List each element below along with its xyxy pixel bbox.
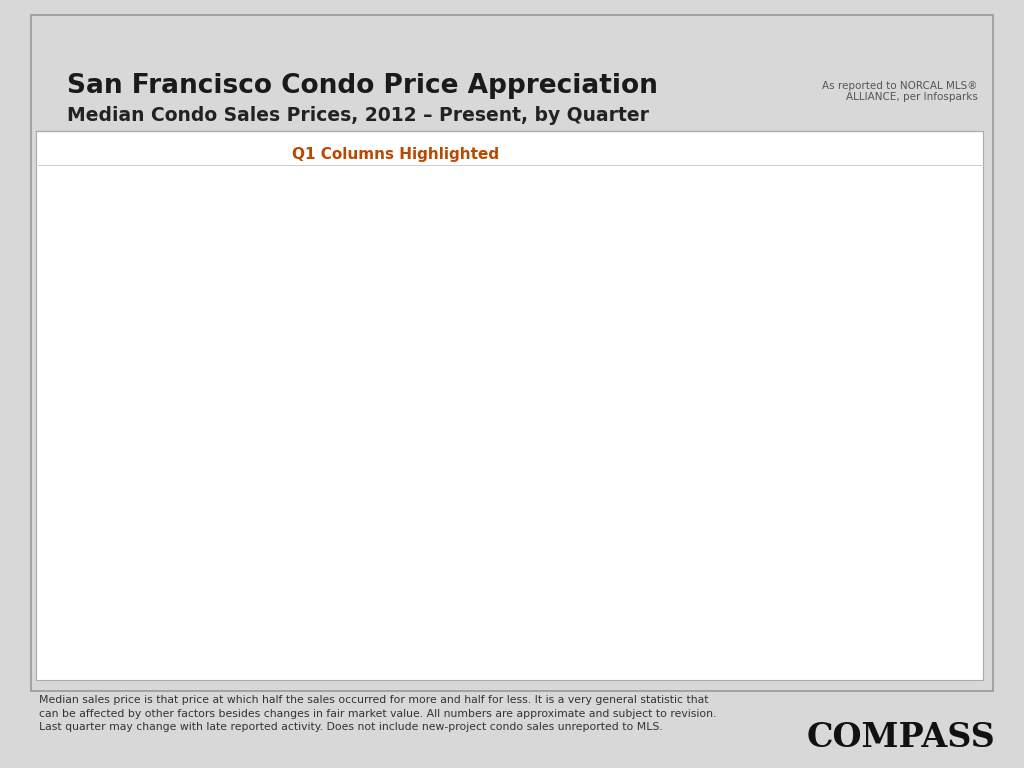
- Bar: [685, 0, 702, 607]
- Bar: [665, 0, 681, 607]
- Text: $1,237,500: $1,237,500: [856, 551, 862, 596]
- Bar: [768, 0, 785, 607]
- Text: $1,055,000: $1,055,000: [442, 551, 447, 596]
- Bar: [270, 55, 288, 607]
- Bar: [167, 113, 184, 607]
- Text: $1,138,000: $1,138,000: [483, 551, 489, 596]
- Bar: [146, 139, 163, 607]
- Text: $1,150,000: $1,150,000: [795, 551, 801, 596]
- Bar: [623, 0, 640, 607]
- Text: $840,000: $840,000: [194, 558, 200, 596]
- Bar: [292, 29, 308, 607]
- Text: $750,000: $750,000: [111, 558, 117, 596]
- Bar: [478, 0, 495, 607]
- Text: $1,130,000: $1,130,000: [421, 551, 427, 596]
- Text: $1,150,000: $1,150,000: [587, 551, 593, 596]
- Text: $950,000: $950,000: [234, 558, 241, 596]
- Text: $1,150,000: $1,150,000: [753, 551, 759, 596]
- Bar: [126, 157, 142, 607]
- Bar: [540, 0, 557, 607]
- Text: As reported to NORCAL MLS®
ALLIANCE, per Infosparks: As reported to NORCAL MLS® ALLIANCE, per…: [822, 81, 978, 102]
- Text: $1,047,500: $1,047,500: [359, 551, 365, 596]
- Text: $1,177,500: $1,177,500: [815, 551, 821, 596]
- Bar: [436, 0, 454, 607]
- Bar: [519, 0, 537, 607]
- Bar: [457, 0, 474, 607]
- Bar: [830, 0, 847, 607]
- Bar: [602, 0, 620, 607]
- Text: $1,200,000: $1,200,000: [608, 551, 613, 596]
- Text: $1,150,000: $1,150,000: [732, 551, 738, 596]
- Text: $1,075,000: $1,075,000: [463, 551, 469, 596]
- Bar: [644, 0, 660, 607]
- Text: $1,120,000: $1,120,000: [546, 551, 552, 596]
- Text: $1,175,000: $1,175,000: [504, 551, 510, 596]
- Text: Median sales price is that price at which half the sales occurred for more and h: Median sales price is that price at whic…: [39, 695, 716, 732]
- Bar: [209, 124, 225, 607]
- Bar: [499, 0, 516, 607]
- Text: $1,178,000: $1,178,000: [525, 551, 530, 596]
- Bar: [63, 231, 80, 607]
- Bar: [229, 55, 246, 607]
- Bar: [561, 0, 578, 607]
- Text: $1,079,500: $1,079,500: [317, 551, 324, 596]
- Bar: [706, 0, 723, 607]
- Bar: [871, 0, 889, 607]
- Text: The much greater supply of condos on
the market has  reduced upward pressure
on : The much greater supply of condos on the…: [393, 372, 642, 445]
- Bar: [893, 0, 909, 607]
- Bar: [810, 0, 826, 607]
- Bar: [104, 171, 122, 607]
- Bar: [851, 0, 868, 607]
- Bar: [395, 0, 412, 607]
- Text: $950,000: $950,000: [276, 558, 282, 596]
- Text: $1,236,000: $1,236,000: [670, 551, 676, 596]
- Bar: [374, 0, 391, 607]
- Text: San Francisco Condo Price Appreciation: San Francisco Condo Price Appreciation: [67, 73, 657, 99]
- Text: Q1 Columns Highlighted: Q1 Columns Highlighted: [292, 147, 500, 163]
- Bar: [416, 0, 433, 607]
- Text: $805,000: $805,000: [152, 558, 158, 596]
- Text: $830,000: $830,000: [214, 558, 220, 596]
- Bar: [333, 0, 350, 607]
- Text: $1,206,000: $1,206,000: [566, 551, 572, 596]
- Text: Seasonal fluctuations are common.
Longer-term  trends  are  more
meaningful than: Seasonal fluctuations are common. Longer…: [78, 191, 287, 233]
- Text: $775,000: $775,000: [131, 558, 137, 596]
- Text: $949,500: $949,500: [255, 558, 261, 596]
- Text: Pandemic hits: Pandemic hits: [741, 376, 752, 454]
- Bar: [748, 0, 764, 607]
- Text: $1,160,000: $1,160,000: [629, 551, 635, 596]
- Text: $1,105,000: $1,105,000: [380, 551, 386, 596]
- Bar: [250, 55, 267, 607]
- Text: $1,225,000: $1,225,000: [898, 551, 904, 596]
- Text: Median Condo Sales Prices, 2012 – Present, by Quarter: Median Condo Sales Prices, 2012 – Presen…: [67, 106, 648, 125]
- Bar: [353, 0, 371, 607]
- Text: $646,000: $646,000: [69, 558, 75, 596]
- Text: $1,235,000: $1,235,000: [649, 551, 655, 596]
- Text: $1,279,000: $1,279,000: [878, 551, 884, 596]
- Text: COMPASS: COMPASS: [807, 721, 995, 753]
- Text: $995,000: $995,000: [297, 558, 303, 596]
- Text: $1,099,000: $1,099,000: [400, 551, 407, 596]
- Text: $1,220,000: $1,220,000: [712, 551, 718, 596]
- Text: $1,218,000: $1,218,000: [691, 551, 696, 596]
- Bar: [582, 0, 599, 607]
- Bar: [187, 119, 205, 607]
- Bar: [84, 186, 101, 607]
- Text: $850,000: $850,000: [172, 558, 178, 596]
- Text: $1,225,000: $1,225,000: [773, 551, 779, 596]
- Text: $724,000: $724,000: [89, 558, 95, 596]
- Bar: [788, 0, 806, 607]
- Text: $1,125,000: $1,125,000: [338, 551, 344, 596]
- Text: $1,208,000: $1,208,000: [836, 551, 842, 596]
- Bar: [312, 0, 329, 607]
- Bar: [727, 0, 743, 607]
